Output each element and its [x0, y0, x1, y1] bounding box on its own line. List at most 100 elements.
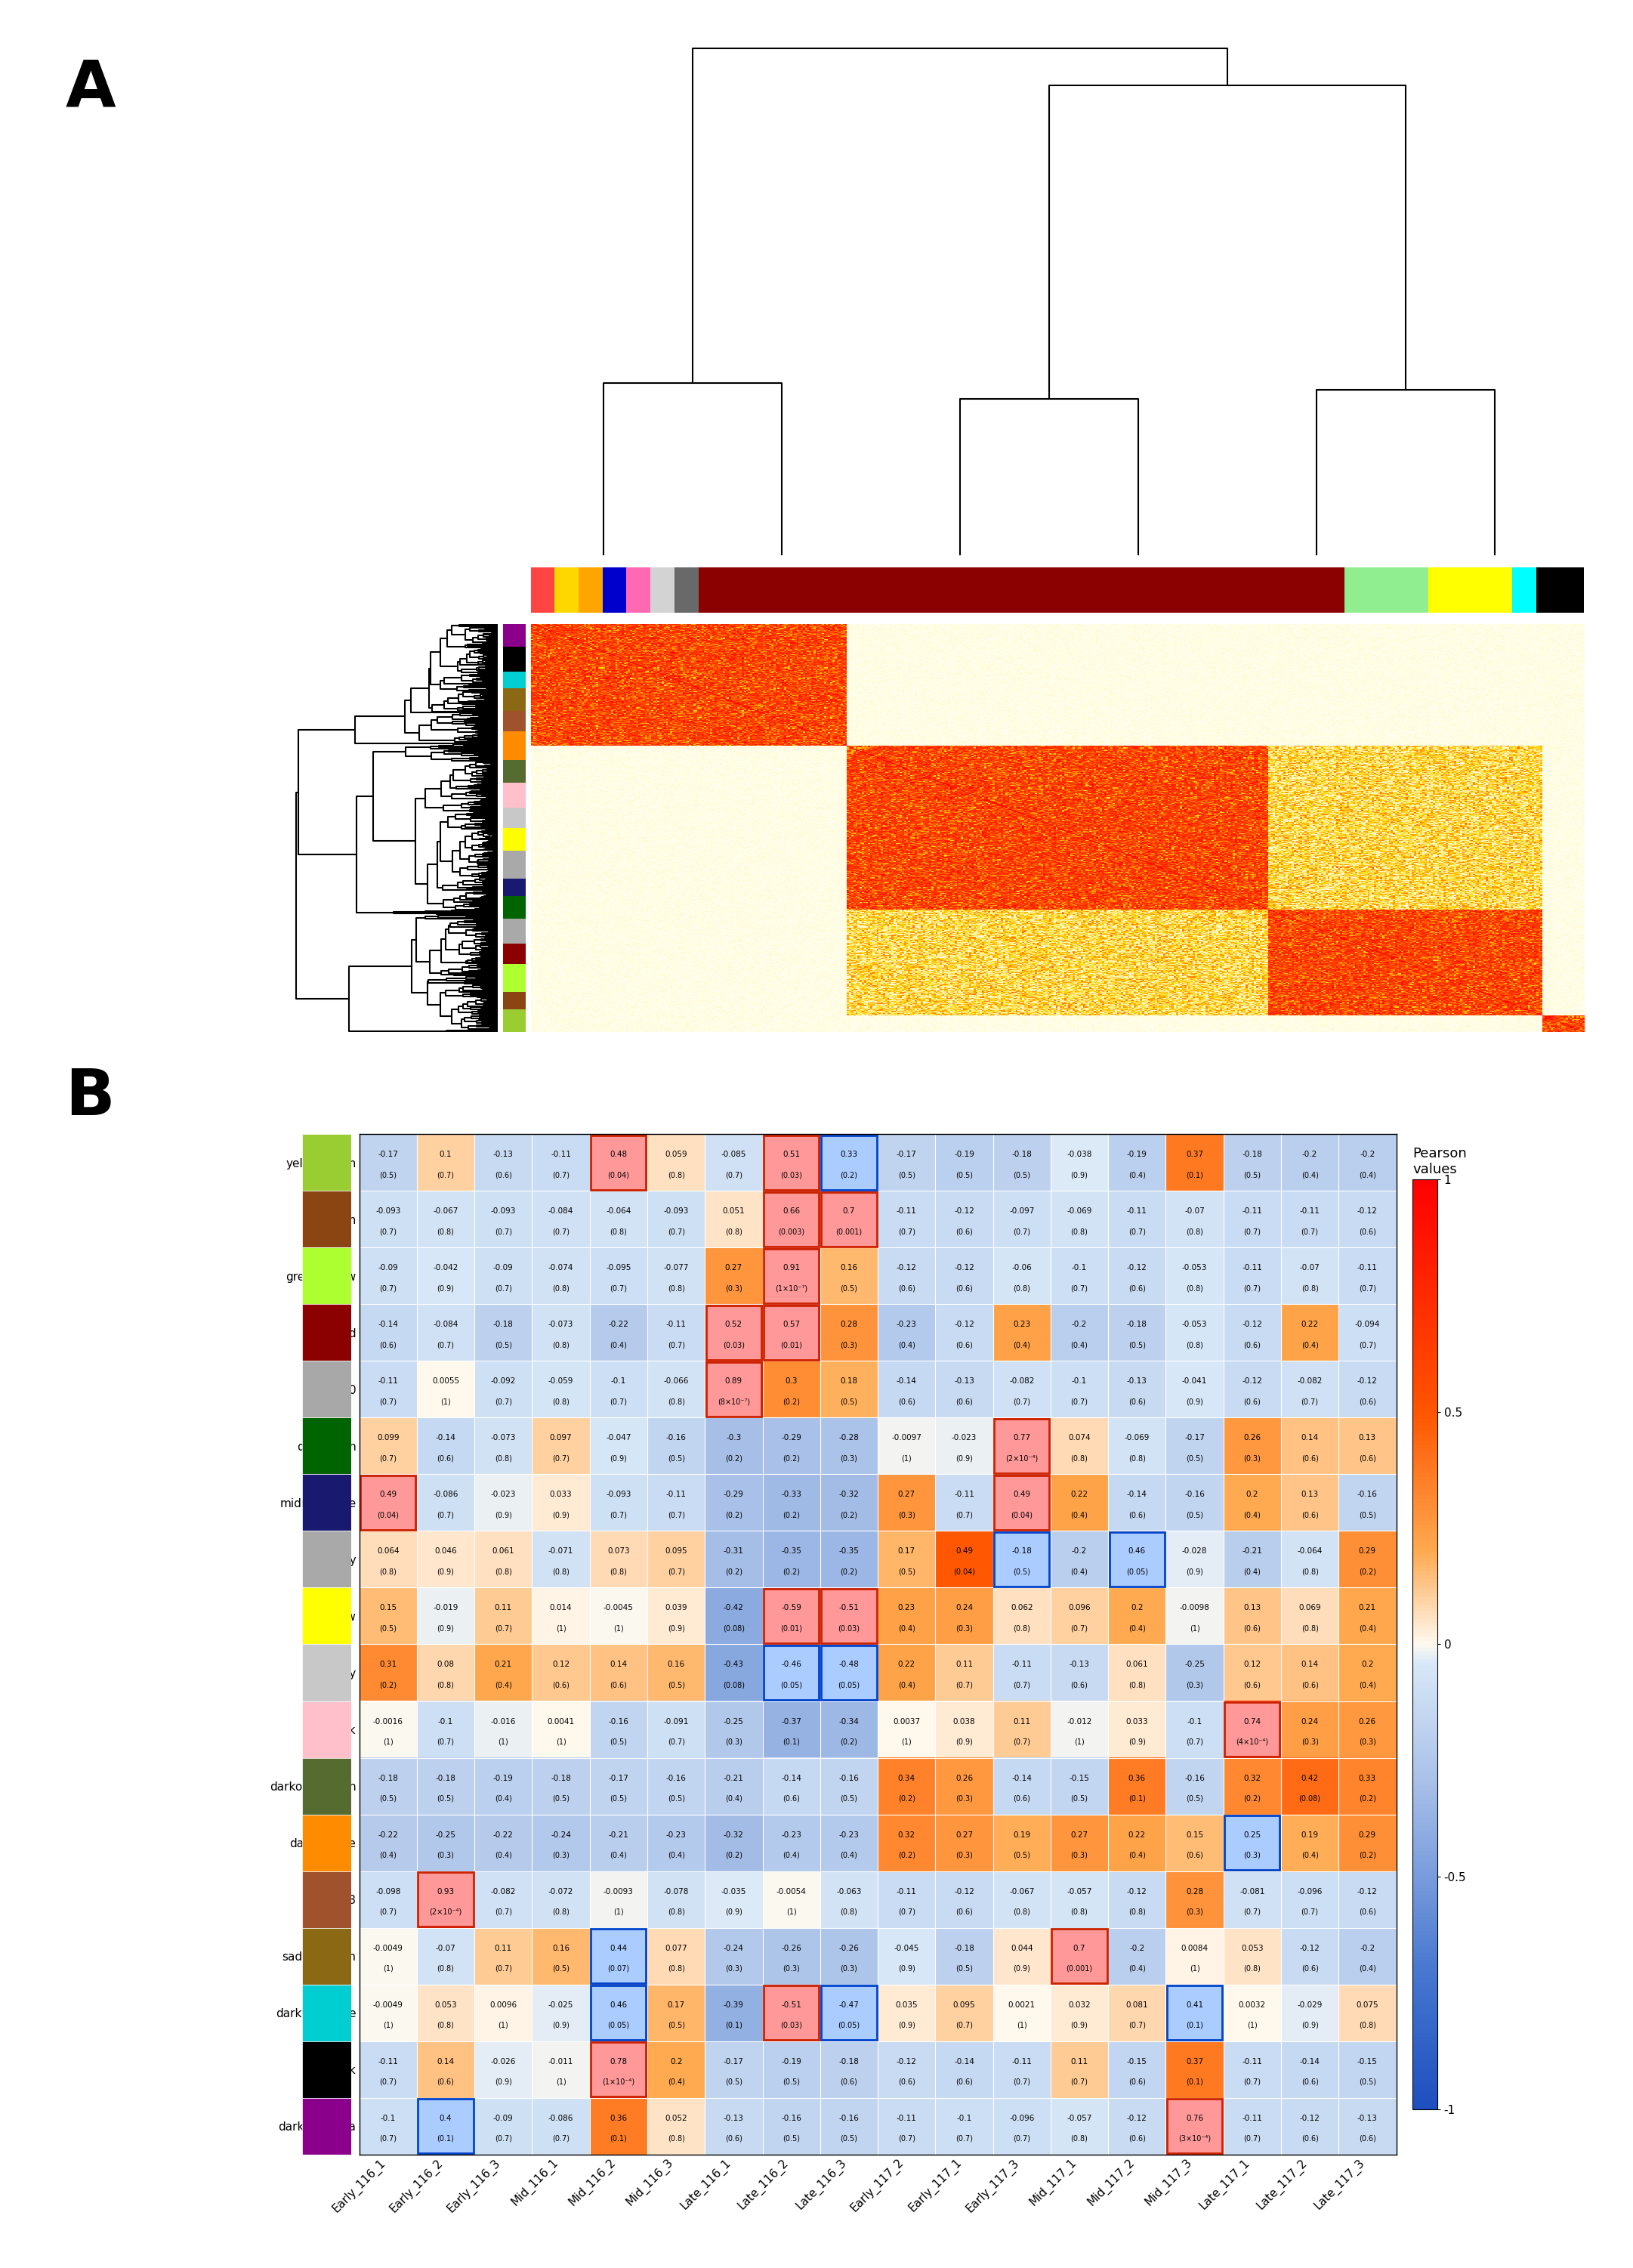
Bar — [1236, 567, 1321, 612]
Text: (0.4): (0.4) — [609, 1340, 627, 1349]
Text: -0.19: -0.19 — [493, 1774, 513, 1783]
Text: 0.41: 0.41 — [1186, 2000, 1204, 2009]
Text: 0.014: 0.014 — [550, 1603, 572, 1613]
FancyBboxPatch shape — [1052, 1928, 1107, 1982]
Text: -0.042: -0.042 — [433, 1263, 459, 1272]
Text: (0.5): (0.5) — [782, 2077, 800, 2087]
Text: 0.13: 0.13 — [1359, 1433, 1377, 1442]
Text: (0.8): (0.8) — [438, 2021, 454, 2030]
Text: (0.6): (0.6) — [552, 1681, 570, 1690]
Text: (0.5): (0.5) — [725, 2077, 743, 2087]
Text: (0.001): (0.001) — [1066, 1964, 1092, 1973]
Text: (0.6): (0.6) — [1359, 1227, 1377, 1236]
Text: 0.93: 0.93 — [438, 1887, 454, 1896]
Text: (0.7): (0.7) — [495, 2134, 513, 2143]
Text: (0.8): (0.8) — [1128, 1681, 1146, 1690]
Text: (0.01): (0.01) — [781, 1340, 802, 1349]
Text: 0.11: 0.11 — [1012, 1717, 1030, 1726]
Text: (0.8): (0.8) — [438, 1227, 454, 1236]
Text: (0.7): (0.7) — [552, 1454, 570, 1463]
Text: (0.2): (0.2) — [841, 1510, 857, 1520]
Text: (0.8): (0.8) — [1128, 1907, 1146, 1916]
Text: 0.073: 0.073 — [607, 1547, 630, 1556]
FancyBboxPatch shape — [1225, 1814, 1280, 1869]
Text: -0.11: -0.11 — [550, 1150, 572, 1159]
Text: (0.1): (0.1) — [1186, 1170, 1204, 1179]
Text: (0.7): (0.7) — [1012, 2134, 1030, 2143]
FancyBboxPatch shape — [1168, 1987, 1221, 2041]
Text: (0.8): (0.8) — [725, 1227, 743, 1236]
Text: -0.14: -0.14 — [436, 1433, 456, 1442]
FancyBboxPatch shape — [764, 1306, 820, 1361]
Text: -0.11: -0.11 — [897, 2114, 916, 2123]
Text: (0.2): (0.2) — [725, 1851, 743, 1860]
Text: 0.096: 0.096 — [1068, 1603, 1091, 1613]
FancyBboxPatch shape — [821, 1588, 877, 1642]
Text: (0.8): (0.8) — [438, 1681, 454, 1690]
Text: -0.093: -0.093 — [663, 1207, 689, 1216]
Bar — [503, 689, 526, 712]
Text: (0.8): (0.8) — [495, 1567, 511, 1576]
Text: (1): (1) — [555, 1737, 567, 1746]
Text: 0.34: 0.34 — [898, 1774, 914, 1783]
Text: -0.1: -0.1 — [380, 2114, 395, 2123]
Bar — [302, 1474, 351, 1531]
Text: (0.7): (0.7) — [1302, 1907, 1318, 1916]
Text: -0.2: -0.2 — [1360, 1150, 1375, 1159]
Text: -0.11: -0.11 — [1243, 1263, 1262, 1272]
Text: (0.9): (0.9) — [668, 1624, 684, 1633]
Text: -0.47: -0.47 — [839, 2000, 859, 2009]
FancyBboxPatch shape — [821, 1193, 877, 1247]
Text: (0.7): (0.7) — [495, 1907, 513, 1916]
Text: (0.1): (0.1) — [725, 2021, 743, 2030]
Bar — [531, 567, 555, 612]
Text: 0.7: 0.7 — [843, 1207, 856, 1216]
Text: (0.8): (0.8) — [1071, 2134, 1088, 2143]
Bar — [503, 624, 526, 646]
Text: -0.11: -0.11 — [1243, 1207, 1262, 1216]
Text: 0.33: 0.33 — [1359, 1774, 1377, 1783]
FancyBboxPatch shape — [764, 1987, 820, 2041]
Text: (0.7): (0.7) — [1359, 1340, 1377, 1349]
Text: 0.14: 0.14 — [1302, 1433, 1318, 1442]
Text: (0.7): (0.7) — [1012, 1227, 1030, 1236]
Text: (0.5): (0.5) — [668, 2021, 684, 2030]
Text: (0.08): (0.08) — [723, 1681, 745, 1690]
Text: (0.7): (0.7) — [379, 1397, 397, 1406]
Text: (0.6): (0.6) — [898, 2077, 914, 2087]
Text: -0.0049: -0.0049 — [372, 2000, 403, 2009]
Text: -0.059: -0.059 — [549, 1377, 573, 1386]
Text: (0.5): (0.5) — [438, 1794, 454, 1803]
Text: (1): (1) — [614, 1624, 624, 1633]
Text: -0.16: -0.16 — [1357, 1490, 1378, 1499]
Text: -0.13: -0.13 — [723, 2114, 745, 2123]
Text: -0.082: -0.082 — [490, 1887, 516, 1896]
Text: -0.31: -0.31 — [723, 1547, 745, 1556]
Text: (0.9): (0.9) — [495, 1510, 511, 1520]
Text: (0.4): (0.4) — [1128, 1624, 1146, 1633]
Text: (1): (1) — [382, 1964, 394, 1973]
Text: (1): (1) — [498, 2021, 508, 2030]
Text: -0.15: -0.15 — [1357, 2057, 1378, 2066]
Text: 0.49: 0.49 — [1012, 1490, 1030, 1499]
Text: (0.8): (0.8) — [1071, 1454, 1088, 1463]
Text: -0.2: -0.2 — [1071, 1547, 1088, 1556]
Bar — [503, 730, 526, 760]
Text: -0.07: -0.07 — [436, 1944, 456, 1953]
Text: (0.1): (0.1) — [1186, 2077, 1204, 2087]
Text: 0.046: 0.046 — [434, 1547, 457, 1556]
Text: -0.097: -0.097 — [1009, 1207, 1034, 1216]
Text: (0.7): (0.7) — [725, 1170, 743, 1179]
Bar — [1537, 567, 1584, 612]
Text: (0.8): (0.8) — [552, 1284, 570, 1293]
Text: 0.23: 0.23 — [1012, 1320, 1030, 1329]
Text: (0.2): (0.2) — [379, 1681, 397, 1690]
Text: (0.5): (0.5) — [379, 1170, 397, 1179]
Text: (0.3): (0.3) — [1186, 1681, 1204, 1690]
Text: (0.6): (0.6) — [955, 1340, 973, 1349]
Text: (0.7): (0.7) — [609, 1397, 627, 1406]
Text: (0.9): (0.9) — [1186, 1397, 1204, 1406]
Text: (0.2): (0.2) — [1359, 1851, 1377, 1860]
Bar — [1022, 567, 1058, 612]
Text: (0.6): (0.6) — [1128, 1510, 1146, 1520]
